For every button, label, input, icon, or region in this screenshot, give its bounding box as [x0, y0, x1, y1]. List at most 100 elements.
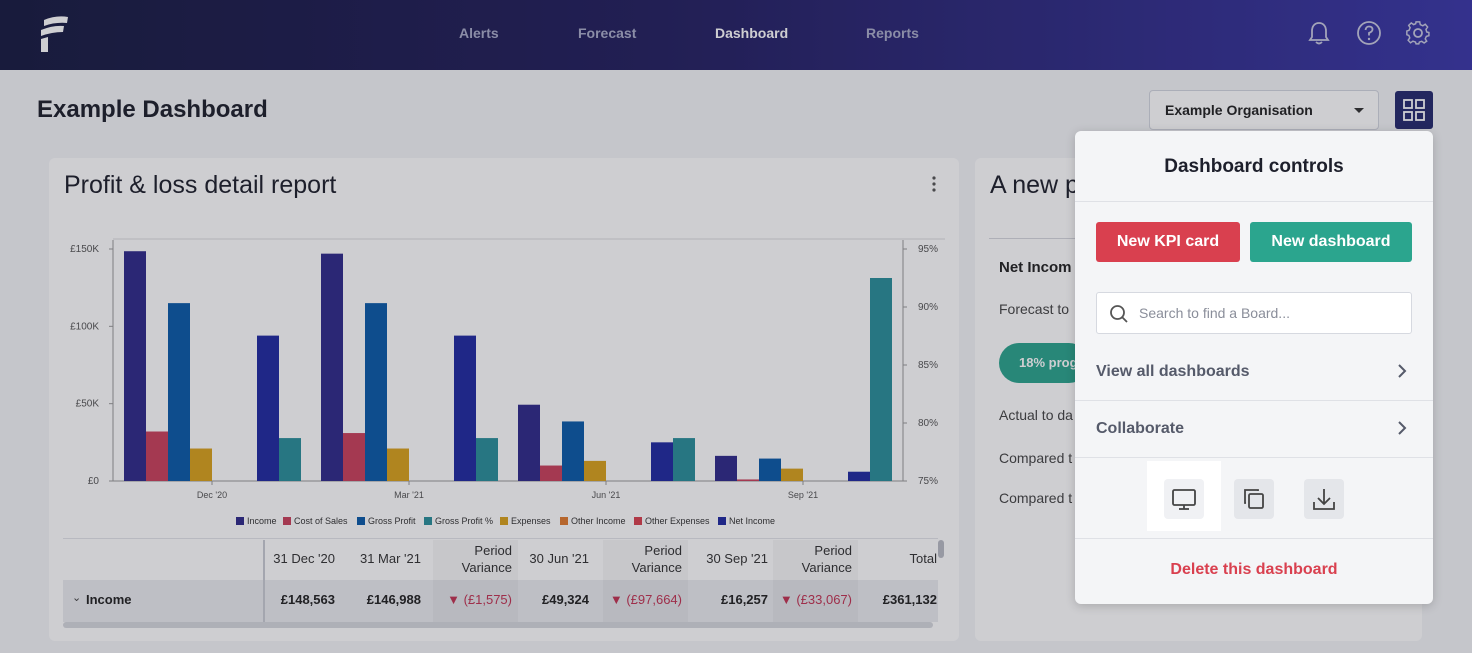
y-tick-label-right: 75%	[918, 476, 938, 487]
help-icon[interactable]	[1356, 20, 1382, 46]
download-dashboard-button[interactable]	[1304, 479, 1344, 519]
duplicate-dashboard-button[interactable]	[1234, 479, 1274, 519]
table-cell: £16,257	[721, 592, 768, 607]
dashboard-controls-button[interactable]	[1395, 91, 1433, 129]
new-kpi-card-button[interactable]: New KPI card	[1096, 222, 1240, 262]
progress-label: 18% prog	[1019, 355, 1078, 370]
row-label-income[interactable]: Income	[86, 592, 132, 607]
bar-gross-profit-pct	[870, 278, 892, 481]
chevron-right-icon[interactable]	[1395, 420, 1409, 436]
column-header[interactable]: Period Variance	[461, 543, 512, 575]
more-options-icon[interactable]	[930, 176, 938, 192]
bar-cost-of-sales	[737, 479, 759, 481]
x-tick-label: Mar '21	[394, 490, 424, 500]
nav-reports[interactable]: Reports	[866, 25, 919, 41]
bar-gross-profit	[168, 303, 190, 481]
y-tick-label-right: 95%	[918, 244, 938, 255]
divider	[1075, 201, 1433, 202]
legend-item[interactable]: Other Income	[560, 516, 626, 526]
bar-cost-of-sales	[146, 431, 168, 481]
divider	[1075, 400, 1433, 401]
bar-cost-of-sales	[540, 465, 562, 481]
divider	[989, 238, 1089, 239]
legend-item[interactable]: Gross Profit	[357, 516, 416, 526]
download-icon	[1313, 489, 1335, 510]
column-header[interactable]: 31 Dec '20	[273, 551, 335, 566]
bar-gross-profit	[759, 458, 781, 481]
bar-income	[124, 251, 146, 481]
bar-expenses	[781, 468, 803, 481]
panel-title: Dashboard controls	[1164, 156, 1344, 177]
view-all-dashboards-link[interactable]: View all dashboards	[1096, 363, 1250, 380]
chevron-down-icon[interactable]: ⌄	[72, 592, 82, 604]
x-tick-label: Jun '21	[592, 490, 621, 500]
divider	[1075, 457, 1433, 458]
top-navigation-bar: Alerts Forecast Dashboard Reports	[0, 0, 1472, 70]
column-header[interactable]: 30 Sep '21	[706, 551, 768, 566]
table-cell: £361,132	[882, 592, 937, 607]
table-cell: ▼ (£1,575)	[447, 592, 512, 607]
legend-item[interactable]: Gross Profit %	[424, 516, 493, 526]
legend-swatch	[500, 517, 508, 525]
collaborate-link[interactable]: Collaborate	[1096, 420, 1185, 437]
legend-item[interactable]: Other Expenses	[634, 516, 710, 526]
bell-icon[interactable]	[1306, 20, 1332, 46]
y-tick-label-right: 80%	[918, 418, 938, 429]
forecast-text: Forecast to	[999, 301, 1070, 317]
bar-net-income	[848, 471, 870, 481]
legend-label: Net Income	[729, 516, 776, 526]
y-tick-label-right: 90%	[918, 302, 938, 313]
column-header[interactable]: 31 Mar '21	[359, 551, 421, 566]
legend-label: Cost of Sales	[294, 516, 348, 526]
legend-item[interactable]: Net Income	[718, 516, 775, 526]
legend-item[interactable]: Expenses	[500, 516, 551, 526]
legend-item[interactable]: Cost of Sales	[283, 516, 348, 526]
fathom-logo[interactable]	[38, 14, 72, 54]
nav-dashboard[interactable]: Dashboard	[715, 25, 789, 41]
compared-text-1: Compared t	[999, 450, 1073, 466]
gear-icon[interactable]	[1405, 20, 1431, 46]
table-cell: £148,563	[280, 592, 335, 607]
column-header[interactable]: 30 Jun '21	[529, 551, 589, 566]
nav-alerts[interactable]: Alerts	[459, 25, 499, 41]
dashboard-controls-panel: Dashboard controls New KPI card New dash…	[1075, 131, 1433, 604]
organisation-select[interactable]: Example Organisation	[1149, 90, 1379, 130]
present-mode-button[interactable]	[1164, 479, 1204, 519]
column-divider	[263, 540, 265, 622]
legend-label: Income	[247, 516, 277, 526]
y-tick-label-left: £50K	[76, 399, 100, 410]
horizontal-scrollbar[interactable]	[63, 622, 933, 628]
chevron-right-icon[interactable]	[1395, 363, 1409, 379]
nav-forecast[interactable]: Forecast	[578, 25, 637, 41]
delete-dashboard-button[interactable]: Delete this dashboard	[1170, 561, 1338, 578]
column-header[interactable]: Period Variance	[631, 543, 682, 575]
kpi-section-title: Net Incom	[999, 259, 1072, 276]
table-cell: ▼ (£97,664)	[609, 592, 682, 607]
table-row	[63, 580, 938, 622]
bar-gross-profit-pct	[279, 438, 301, 481]
bar-net-income	[454, 335, 476, 481]
chevron-down-icon	[1354, 108, 1364, 113]
column-header[interactable]: Period Variance	[801, 543, 852, 575]
table-cell: £146,988	[366, 592, 421, 607]
legend-swatch	[357, 517, 365, 525]
bar-net-income	[257, 335, 279, 481]
page-title: Example Dashboard	[37, 96, 268, 123]
bar-net-income	[651, 442, 673, 481]
bar-gross-profit	[562, 421, 584, 481]
column-header[interactable]: Total	[909, 551, 937, 566]
progress-badge: 18% prog	[999, 343, 1089, 383]
legend-swatch	[424, 517, 432, 525]
new-dashboard-button[interactable]: New dashboard	[1250, 222, 1412, 262]
y-tick-label-left: £0	[88, 476, 100, 487]
compared-text-2: Compared t	[999, 490, 1073, 506]
legend-label: Gross Profit %	[435, 516, 494, 526]
table-cell: £49,324	[542, 592, 589, 607]
x-tick-label: Sep '21	[788, 490, 818, 500]
legend-item[interactable]: Income	[236, 516, 277, 526]
bar-income	[321, 253, 343, 481]
vertical-scrollbar[interactable]	[938, 540, 944, 558]
board-search-input[interactable]: Search to find a Board...	[1096, 292, 1412, 334]
copy-icon	[1244, 489, 1264, 509]
legend-swatch	[560, 517, 568, 525]
